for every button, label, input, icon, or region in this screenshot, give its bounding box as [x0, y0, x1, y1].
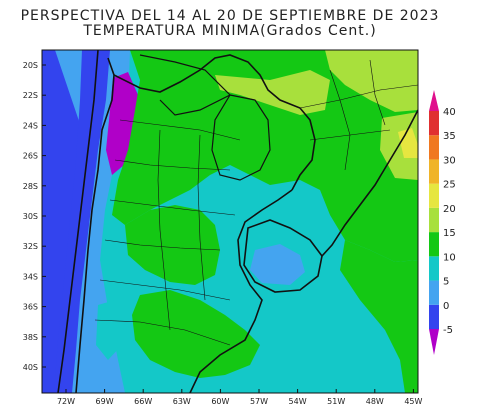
colorbar-tick-label: 40: [443, 107, 456, 118]
lat-label: 28S: [23, 182, 38, 191]
temperature-field: [42, 50, 418, 393]
band-15-20-central: [125, 205, 220, 285]
band-5-10-uruguay: [250, 244, 305, 285]
colorbar-tick-label: 30: [443, 155, 456, 166]
colorbar-legend: -5 0 5 10 15 20 25 30 35 40: [429, 90, 456, 355]
latitude-labels: 20S 22S 24S 26S 28S 30S 32S 34S 36S 38S 40S: [23, 61, 46, 372]
longitude-labels: 72W 69W 66W 63W 60W 57W 54W 51W 48W 45W: [57, 389, 423, 406]
country-borders: [57, 50, 418, 393]
lon-label: 72W: [57, 397, 75, 406]
band-20-25-central: [215, 70, 330, 115]
colorbar-tick-label: 20: [443, 204, 456, 215]
lat-label: 36S: [23, 303, 38, 312]
band-below-0: [106, 72, 138, 175]
lon-label: 45W: [404, 397, 422, 406]
lon-label: 48W: [366, 397, 384, 406]
lat-label: 24S: [23, 121, 38, 130]
lat-label: 26S: [23, 152, 38, 161]
colorbar-segment: [429, 304, 439, 329]
lon-label: 66W: [134, 397, 152, 406]
lon-label: 51W: [327, 397, 345, 406]
band-20-25-northeast: [325, 50, 418, 112]
lon-label: 57W: [250, 397, 268, 406]
lat-label: 20S: [23, 61, 38, 70]
band-15-20-north: [112, 50, 418, 262]
map-frame: [41, 49, 419, 394]
lon-label: 63W: [173, 397, 191, 406]
band-0-5-andes: [54, 50, 110, 393]
colorbar-segment: [429, 280, 439, 305]
colorbar-segment: [429, 159, 439, 184]
lon-label: 54W: [289, 397, 307, 406]
band-25-30-spot: [398, 128, 418, 158]
colorbar-segment: [429, 183, 439, 208]
colorbar-segment: [429, 207, 439, 233]
colorbar-segment: [429, 232, 439, 257]
lat-label: 40S: [23, 363, 38, 372]
colorbar-tick-label: 10: [443, 252, 456, 263]
lat-label: 30S: [23, 212, 38, 221]
colorbar-bottom-arrow: [429, 329, 439, 355]
colorbar-segment: [429, 256, 439, 281]
colorbar-tick-label: 35: [443, 131, 456, 142]
colorbar-segment: [429, 111, 439, 136]
lon-label: 60W: [211, 397, 229, 406]
band-10-15-pocket: [96, 300, 125, 360]
lat-label: 38S: [23, 333, 38, 342]
colorbar-tick-label: 15: [443, 228, 456, 239]
colorbar-tick-label: 0: [443, 301, 449, 312]
lat-label: 32S: [23, 242, 38, 251]
colorbar-tick-label: -5: [443, 325, 453, 336]
colorbar-top-arrow: [429, 90, 439, 111]
band-15-20-atlantic: [340, 240, 418, 393]
colorbar-tick-label: 5: [443, 277, 449, 288]
lon-label: 69W: [96, 397, 114, 406]
lat-label: 22S: [23, 91, 38, 100]
colorbar-tick-label: 25: [443, 180, 456, 191]
map-title-line2: TEMPERATURA MINIMA(Grados Cent.): [83, 23, 377, 39]
colorbar-segment: [429, 135, 439, 160]
map-title-line1: PERSPECTIVA DEL 14 AL 20 DE SEPTIEMBRE D…: [20, 8, 440, 24]
lat-label: 34S: [23, 272, 38, 281]
band-15-20-south: [132, 290, 260, 378]
